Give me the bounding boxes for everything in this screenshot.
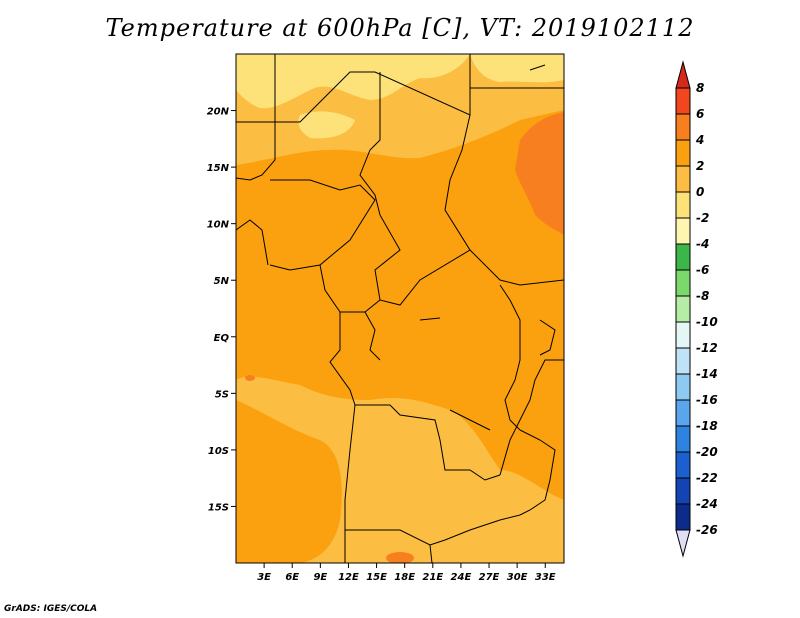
border-line (429, 544, 433, 563)
lon-tick-label: 21E (422, 572, 443, 583)
colorbar-level-label: -22 (696, 471, 718, 485)
field-2to4-south (236, 400, 342, 563)
colorbar-arrow-bottom (675, 529, 691, 558)
field-4to6-patch (386, 552, 414, 563)
colorbar-swatch (675, 451, 691, 479)
colorbar-level-label: -14 (696, 367, 718, 381)
colorbar-swatch (675, 243, 691, 271)
border-line (269, 179, 376, 271)
colorbar-level-label: -2 (696, 211, 709, 225)
map-frame (235, 53, 565, 564)
border-line (359, 72, 381, 216)
colorbar-swatch (675, 477, 691, 505)
colorbar-level-label: -24 (696, 497, 718, 511)
border-line (499, 359, 564, 476)
field-minus2to0-north2 (298, 111, 355, 139)
lon-axis: 3E 6E 9E 12E 15E 18E 21E 24E 27E 30E 33E (257, 563, 556, 583)
lat-tick-label: 20N (207, 107, 230, 118)
lat-tick-label: 15S (208, 502, 229, 513)
colorbar-level-label: 6 (696, 107, 704, 121)
colorbar-level-label: 4 (695, 133, 704, 147)
colorbar-level-label: -12 (696, 341, 718, 355)
lat-tick-label: EQ (214, 333, 230, 344)
colorbar-level-label: -26 (696, 523, 718, 537)
border-line (444, 114, 564, 286)
colorbar-swatch (675, 399, 691, 427)
country-borders (236, 54, 564, 563)
lon-tick-label: 18E (394, 572, 415, 583)
colorbar-swatch (675, 347, 691, 375)
border-line (364, 311, 381, 361)
colorbar-level-label: 8 (696, 81, 704, 95)
colorbar-swatch (675, 139, 691, 167)
colorbar-swatch (675, 425, 691, 453)
border-line (344, 404, 356, 563)
field-minus2to0-north (236, 54, 470, 109)
colorbar-level-label: -20 (696, 445, 718, 459)
colorbar-level-label: -10 (696, 315, 718, 329)
lon-tick-label: 33E (535, 572, 556, 583)
colorbar-swatch (675, 217, 691, 245)
lon-tick-label: 12E (338, 572, 359, 583)
border-line (329, 312, 390, 406)
colorbar-level-label: -6 (696, 263, 709, 277)
border-line (539, 319, 556, 356)
lon-tick-label: 27E (479, 572, 500, 583)
border-line (389, 404, 501, 481)
lat-tick-label: 5N (214, 276, 230, 287)
lat-tick-label: 15N (207, 163, 230, 174)
colorbar-swatch (675, 373, 691, 401)
border-line (236, 219, 269, 266)
field-4to6-ne (515, 112, 564, 235)
colorbar-level-label: -4 (696, 237, 709, 251)
field-0to2-south (348, 416, 451, 538)
colorbar-level-label: -18 (696, 419, 718, 433)
colorbar-arrow-top (675, 60, 691, 89)
border-line (236, 121, 276, 181)
colorbar-level-label: 2 (696, 159, 704, 173)
border-line (419, 317, 441, 321)
field-minus2to0-ne (470, 54, 564, 83)
lon-tick-label: 3E (257, 572, 271, 583)
lon-tick-label: 9E (313, 572, 327, 583)
colorbar: 8 6 4 2 0 -2 -4 -6 -8 -10 -12 -14 -16 -18 -20 -22 -24 -26 (675, 60, 718, 558)
colorbar-swatch (675, 87, 691, 115)
credit-label: GrADS: IGES/COLA (4, 604, 98, 614)
colorbar-swatch (675, 113, 691, 141)
lat-axis: 20N 15N 10N 5N EQ 5S 10S 15S (207, 107, 236, 513)
colorbar-swatch (675, 321, 691, 349)
lon-tick-label: 30E (507, 572, 528, 583)
lon-tick-label: 15E (366, 572, 387, 583)
colorbar-swatch (675, 503, 691, 531)
lat-tick-label: 10N (207, 220, 230, 231)
colorbar-swatch (675, 269, 691, 297)
colorbar-level-label: 0 (696, 185, 704, 199)
colorbar-level-label: -16 (696, 393, 718, 407)
field-4to6-patch (245, 375, 255, 381)
lat-tick-label: 10S (208, 446, 229, 457)
border-line (449, 409, 491, 431)
border-line (345, 514, 521, 546)
map-title: Temperature at 600hPa [C], VT: 201910211… (105, 14, 695, 42)
lat-tick-label: 5S (215, 389, 229, 400)
border-line (499, 284, 521, 431)
lon-tick-label: 6E (285, 572, 299, 583)
border-line (519, 429, 556, 516)
colorbar-swatch (675, 165, 691, 193)
colorbar-level-label: -8 (696, 289, 709, 303)
lon-tick-label: 24E (451, 572, 472, 583)
colorbar-swatch (675, 295, 691, 323)
border-line (529, 64, 546, 71)
colorbar-swatch (675, 191, 691, 219)
